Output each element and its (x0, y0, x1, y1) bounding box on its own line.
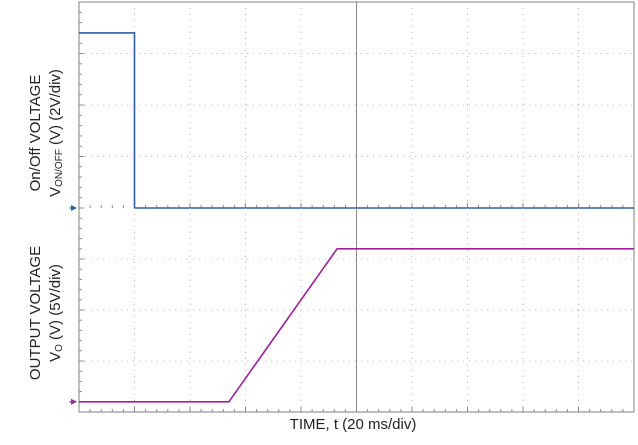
onoff-voltage-trace (79, 32, 634, 209)
on-off-voltage-axis-label: On/Off VOLTAGE VON/OFF (V) (2V/div) (26, 28, 68, 238)
time-axis-label: TIME, t (20 ms/div) (289, 416, 417, 433)
output-voltage-label-line2: VO (V) (5V/div) (47, 264, 65, 362)
output-voltage-axis-label: OUTPUT VOLTAGE VO (V) (5V/div) (26, 208, 68, 418)
output-voltage-trace (79, 248, 634, 403)
output-voltage-label-line1: OUTPUT VOLTAGE (27, 245, 44, 381)
on-off-voltage-label-line1: On/Off VOLTAGE (27, 74, 44, 192)
on-off-voltage-label-line2: VON/OFF (V) (2V/div) (47, 69, 65, 197)
